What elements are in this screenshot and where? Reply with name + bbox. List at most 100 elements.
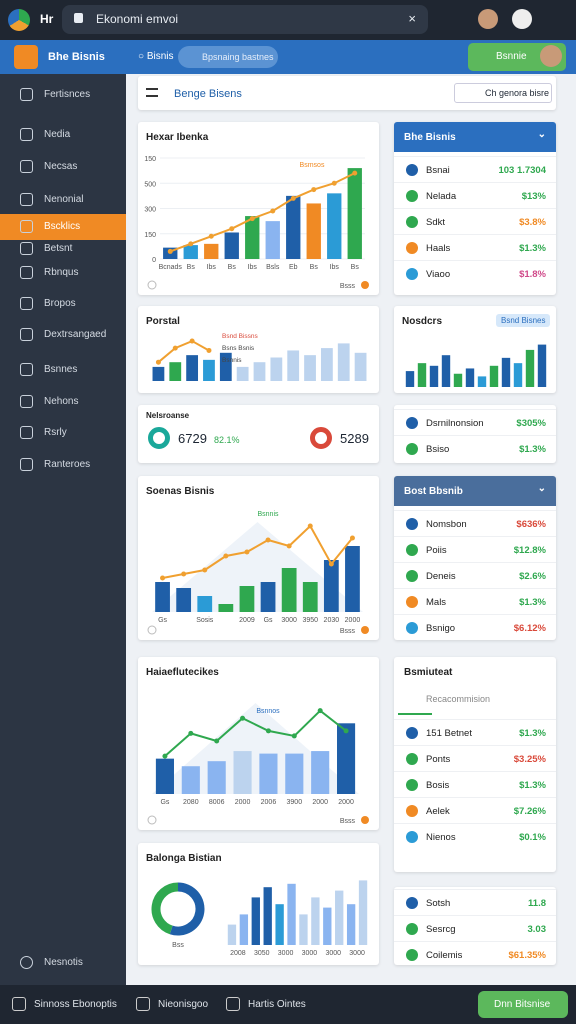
chevron[interactable]: ⌄ [537,129,546,140]
sidebar-label: Bropos [44,298,76,309]
row-label: Ponts [426,754,451,765]
bottom-item[interactable]: Nieonisgoo [158,999,209,1010]
sidebar-label: Bsnnes [44,364,78,375]
avatar[interactable] [478,9,498,29]
row-label: Mals [426,597,447,608]
sidebar-label: Nenonial [44,194,84,205]
sidebar-item[interactable]: Rsrly [0,420,126,446]
card-footer: Bsss [340,283,356,290]
bar [358,880,368,945]
sidebar-item[interactable]: Bscklics [0,214,126,240]
row-value: $1.3% [519,243,546,254]
avatar[interactable] [540,45,562,67]
line-point [223,553,229,559]
line-point [208,233,214,239]
line-point [188,730,194,736]
kpi-change: 82.1% [214,435,240,445]
card-title: Balonga Bistian [146,853,222,864]
line-point [181,571,187,577]
close-icon[interactable]: × [408,11,416,26]
bar [345,546,360,612]
sidebar-item[interactable]: Bropos [0,291,126,317]
row-label: Aelek [426,806,450,817]
sidebar-item[interactable]: Nedia [0,122,126,148]
bottom-button[interactable]: Dnn Bitsnise [478,991,568,1018]
sidebar-item[interactable]: Betsnt [0,236,126,262]
sidebar-item[interactable]: Nehons [0,389,126,415]
bottom-item[interactable]: Sinnoss Ebonoptis [34,999,117,1010]
card-title: Hexar Ibenka [146,132,209,143]
row-icon [406,268,418,280]
chevron[interactable]: ⌄ [537,483,546,494]
row-label: Sotsh [426,898,451,909]
line-point [229,226,235,232]
sidebar-item[interactable]: Fertisnces [0,82,126,108]
row-label: Sdkt [426,217,446,228]
bar [441,355,451,387]
chart [405,344,547,387]
sidebar-label: Nesnotis [44,957,83,968]
bottom-item[interactable]: Hartis Ointes [248,999,306,1010]
bar [169,362,182,381]
badge: Bsnd Bisnes [496,314,551,327]
list-row: Bsiso $1.3% [394,435,556,461]
sidebar-item[interactable]: Dextrsangaed [0,322,126,348]
sidebar-item[interactable]: Rbnqus [0,260,126,286]
row-icon [406,622,418,634]
sidebar-icon [20,160,33,173]
bar [219,352,232,381]
sidebar-item[interactable]: Nenonial [0,187,126,213]
tab-label[interactable]: Hr [40,12,54,26]
footer-icon [147,815,157,825]
line-point [188,241,194,247]
row-icon [406,727,418,739]
bar [265,221,280,259]
donut-label: Bss [172,942,184,949]
row-label: Dsrnilnonsion [426,418,484,429]
y-tick-label: 150 [144,156,156,163]
sidebar-icon [20,395,33,408]
nav-link[interactable]: ○ Bisnis [138,51,174,62]
sidebar-item[interactable]: Nesnotis [0,950,126,976]
line-point [328,561,334,567]
address-bar[interactable]: Ekonomi emvoi × [62,5,428,34]
row-label: Coilemis [426,950,463,961]
row-label: Sesrcg [426,924,456,935]
sidebar-item[interactable]: Bsnnes [0,357,126,383]
line-point [240,715,246,721]
browser-bar: Hr Ekonomi emvoi × [0,0,576,40]
line-point [265,728,271,734]
x-tick-label: 2000 [312,799,328,806]
search-field[interactable]: Bpsnaing bastnes [178,46,278,68]
sidebar-label: Bscklics [44,221,81,232]
y-tick-label: 0 [152,257,156,264]
avatar[interactable] [512,9,532,29]
line-point [349,535,355,541]
app-logo[interactable] [14,45,38,69]
sidebar-label: Dextrsangaed [44,329,107,340]
bar [337,343,350,381]
row-icon [406,753,418,765]
row-value: $3.8% [519,217,546,228]
row-icon [406,443,418,455]
footer-icon [361,816,369,824]
chart: Gs Sosis 2009 Gs 3000 3950 2030 2000 Bsnnis Bsss [147,511,369,635]
bar [203,359,215,381]
sidebar-icon [20,128,33,141]
bottom-icon [12,997,26,1011]
annotation: Bsnnos [256,708,280,715]
row-value: $12.8% [513,545,546,556]
toolbar-button[interactable]: Ch genora bisre [454,83,552,103]
row-value: 3.03 [527,924,547,935]
bar [227,924,237,945]
menu-icon[interactable] [146,88,158,97]
line-point [167,248,173,254]
card: Dsrnilnonsion $305% Bsiso $1.3% [394,405,556,463]
sidebar-item[interactable]: Ranteroes [0,452,126,478]
sub-link[interactable]: Recacommision [426,694,491,704]
row-icon [406,518,418,530]
card: Soenas Bisnis Gs Sosis 2009 Gs 3000 3950 2030 2… [138,476,379,640]
sidebar-item[interactable]: Necsas [0,154,126,180]
row-icon [406,923,418,935]
